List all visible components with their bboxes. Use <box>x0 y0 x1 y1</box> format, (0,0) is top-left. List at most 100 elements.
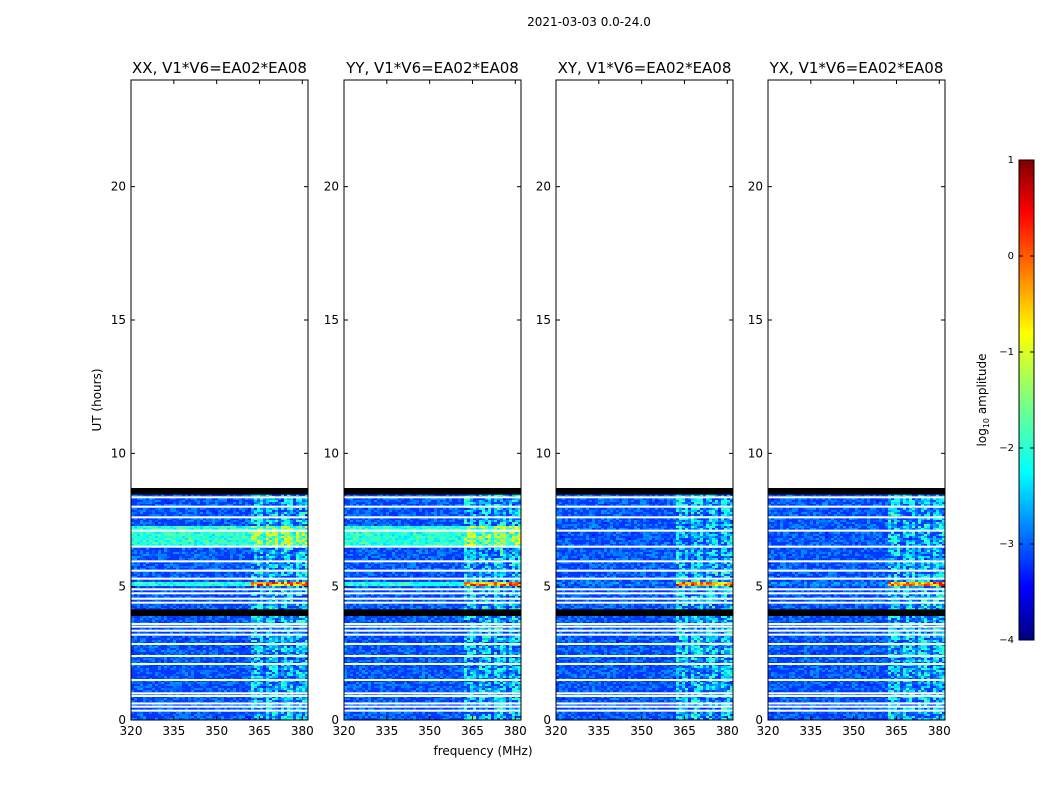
heatmap-cell <box>251 542 254 544</box>
heatmap-cell <box>191 686 194 688</box>
heatmap-cell <box>203 658 206 660</box>
heatmap-cell <box>470 504 473 506</box>
heatmap-cell <box>293 538 296 540</box>
heatmap-cell <box>134 558 137 560</box>
heatmap-cell <box>281 542 284 544</box>
heatmap-cell <box>134 604 137 606</box>
heatmap-cell <box>281 604 284 606</box>
heatmap-cell <box>221 636 224 638</box>
heatmap-cell <box>296 538 299 540</box>
heatmap-cell <box>230 510 233 512</box>
heatmap-cell <box>191 660 194 662</box>
heatmap-cell <box>266 672 269 674</box>
heatmap-cell <box>275 698 278 700</box>
heatmap-cell <box>173 682 176 684</box>
heatmap-cell <box>155 514 158 516</box>
heatmap-cell <box>257 498 260 500</box>
heatmap-cell <box>155 594 158 596</box>
heatmap-cell <box>191 670 194 672</box>
heatmap-cell <box>137 510 140 512</box>
heatmap-cell <box>260 648 263 650</box>
heatmap-cell <box>146 618 149 620</box>
heatmap-cell <box>182 542 185 544</box>
heatmap-cell <box>254 552 257 554</box>
heatmap-cell <box>137 600 140 602</box>
heatmap-cell <box>182 576 185 578</box>
heatmap-cell <box>305 608 308 610</box>
heatmap-cell <box>221 564 224 566</box>
heatmap-cell <box>164 552 167 554</box>
heatmap-cell <box>290 608 293 610</box>
heatmap-cell <box>284 672 287 674</box>
heatmap-cell <box>302 718 305 720</box>
heatmap-cell <box>287 672 290 674</box>
heatmap-cell <box>251 594 254 596</box>
heatmap-cell <box>152 606 155 608</box>
heatmap-cell <box>161 528 164 530</box>
heatmap-cell <box>203 698 206 700</box>
heatmap-cell <box>215 594 218 596</box>
heatmap-cell <box>269 704 272 706</box>
heatmap-cell <box>170 708 173 710</box>
heatmap-cell <box>284 534 287 536</box>
heatmap-cell <box>290 650 293 652</box>
heatmap-cell <box>149 690 152 692</box>
heatmap-cell <box>275 566 278 568</box>
heatmap-cell <box>224 594 227 596</box>
heatmap-cell <box>272 618 275 620</box>
heatmap-cell <box>458 498 461 500</box>
heatmap-cell <box>134 568 137 570</box>
heatmap-cell <box>290 528 293 530</box>
heatmap-cell <box>134 538 137 540</box>
heatmap-cell <box>299 620 302 622</box>
heatmap-cell <box>140 604 143 606</box>
heatmap-cell <box>218 518 221 520</box>
heatmap-cell <box>299 574 302 576</box>
heatmap-cell <box>176 676 179 678</box>
heatmap-cell <box>212 650 215 652</box>
heatmap-cell <box>254 686 257 688</box>
heatmap-cell <box>302 564 305 566</box>
heatmap-cell <box>206 498 209 500</box>
heatmap-cell <box>254 648 257 650</box>
heatmap-cell <box>176 494 179 496</box>
heatmap-cell <box>158 540 161 542</box>
panel-title: YY, V1*V6=EA02*EA08 <box>345 59 519 77</box>
heatmap-cell <box>203 714 206 716</box>
heatmap-cell <box>269 646 272 648</box>
heatmap-cell <box>278 584 281 586</box>
heatmap-cell <box>257 674 260 676</box>
heatmap-cell <box>272 638 275 640</box>
heatmap-cell <box>272 550 275 552</box>
heatmap-cell <box>239 698 242 700</box>
heatmap-cell <box>281 508 284 510</box>
heatmap-cell <box>191 638 194 640</box>
heatmap-cell <box>284 618 287 620</box>
heatmap-cell <box>170 542 173 544</box>
heatmap-cell <box>251 520 254 522</box>
heatmap-cell <box>305 566 308 568</box>
heatmap-cell <box>281 500 284 502</box>
heatmap-cell <box>158 582 161 584</box>
heatmap-cell <box>242 586 245 588</box>
heatmap-cell <box>146 574 149 576</box>
heatmap-cell <box>137 632 140 634</box>
heatmap-cell <box>263 714 266 716</box>
heatmap-cell <box>155 522 158 524</box>
heatmap-cell <box>245 508 248 510</box>
heatmap-cell <box>305 646 308 648</box>
heatmap-cell <box>164 658 167 660</box>
heatmap-cell <box>491 498 494 500</box>
heatmap-cell <box>290 542 293 544</box>
heatmap-cell <box>281 620 284 622</box>
heatmap-cell <box>215 508 218 510</box>
heatmap-cell <box>206 532 209 534</box>
heatmap-cell <box>254 616 257 618</box>
heatmap-cell <box>167 716 170 718</box>
heatmap-cell <box>251 650 254 652</box>
heatmap-cell <box>164 568 167 570</box>
heatmap-cell <box>236 586 239 588</box>
heatmap-cell <box>236 512 239 514</box>
heatmap-cell <box>239 538 242 540</box>
heatmap-cell <box>167 540 170 542</box>
